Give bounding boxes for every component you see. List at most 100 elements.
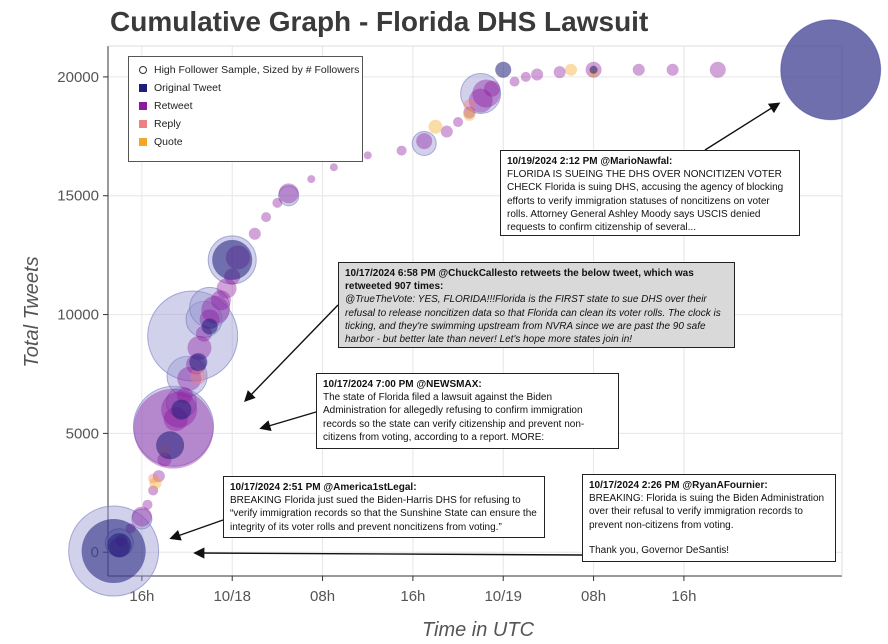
retweet-point	[709, 61, 726, 78]
legend-entry-quote: Quote	[139, 135, 183, 149]
x-tick-label: 16h	[400, 588, 425, 605]
retweet-point	[396, 145, 407, 156]
annotation-newsmax: 10/17/2024 7:00 PM @NEWSMAX: The state o…	[316, 373, 619, 449]
annotation-arrow	[193, 547, 583, 559]
marks-layer	[68, 19, 882, 597]
quote-point	[428, 119, 443, 134]
annotation-footer: Thank you, Governor DeSantis!	[589, 544, 730, 556]
high-follower-point	[132, 385, 214, 467]
legend-square-icon	[139, 102, 147, 111]
annotation-body: FLORIDA IS SUEING THE DHS OVER NONCITIZE…	[507, 169, 784, 234]
original-tweet-point	[171, 399, 192, 420]
retweet-point	[176, 387, 193, 404]
annotation-arrow	[259, 411, 317, 431]
legend-entry-original: Original Tweet	[139, 81, 221, 95]
retweet-point	[133, 388, 214, 469]
high-follower-point	[278, 185, 300, 207]
retweet-point	[131, 506, 152, 527]
retweet-point	[453, 117, 464, 128]
original-tweet-point	[107, 533, 132, 558]
quote-point	[463, 108, 476, 121]
retweet-point	[468, 88, 493, 113]
retweet-point	[201, 295, 230, 324]
retweet-point	[187, 335, 212, 360]
retweet-point	[248, 227, 261, 240]
legend-entry-reply: Reply	[139, 117, 181, 131]
legend-square-icon	[139, 120, 147, 129]
legend-entry-retweet: Retweet	[139, 99, 193, 113]
annotation-body: @TrueTheVote: YES, FLORIDA!!!Florida is …	[345, 294, 721, 346]
original-tweet-point	[201, 318, 218, 335]
y-tick-label: 5000	[66, 425, 99, 442]
annotation-header: 10/17/2024 2:51 PM @America1stLegal:	[230, 482, 417, 493]
x-axis-label: Time in UTC	[422, 619, 535, 641]
legend-label: High Follower Sample, Sized by # Followe…	[154, 64, 360, 76]
original-tweet-point	[212, 239, 253, 280]
annotation-body: BREAKING Florida just sued the Biden-Har…	[230, 495, 537, 533]
original-tweet-point	[156, 431, 185, 460]
original-tweet-point	[589, 65, 598, 74]
annotation-header: 10/17/2024 6:58 PM @ChuckCallesto retwee…	[345, 268, 694, 293]
retweet-point	[363, 151, 372, 160]
retweet-point	[531, 68, 544, 81]
x-tick-label: 16h	[671, 588, 696, 605]
retweet-point	[472, 79, 501, 108]
quote-point	[564, 63, 577, 76]
legend-square-icon	[139, 138, 147, 147]
retweet-point	[666, 63, 679, 76]
retweet-point	[329, 163, 338, 172]
retweet-point	[216, 278, 237, 299]
retweet-point	[520, 71, 531, 82]
original-tweet-point	[495, 61, 512, 78]
legend-label: Retweet	[154, 100, 193, 112]
annotation-mario: 10/19/2024 2:12 PM @MarioNawfal: FLORIDA…	[500, 150, 800, 236]
y-tick-label: 20000	[57, 69, 99, 86]
annotation-body: BREAKING: Florida is suing the Biden Adm…	[589, 493, 825, 531]
retweet-point	[148, 485, 159, 496]
legend-label: Reply	[154, 118, 181, 130]
legend-label: Quote	[154, 136, 183, 148]
legend-label: Original Tweet	[154, 82, 221, 94]
retweet-point	[142, 499, 153, 510]
retweet-point	[440, 125, 453, 138]
chart-title: Cumulative Graph - Florida DHS Lawsuit	[110, 6, 649, 37]
annotation-header: 10/17/2024 7:00 PM @NEWSMAX:	[323, 379, 482, 390]
annotation-arrow	[169, 519, 224, 541]
annotation-ryan: 10/17/2024 2:26 PM @RyanAFournier: BREAK…	[582, 474, 836, 562]
retweet-point	[416, 133, 433, 150]
retweet-point	[272, 197, 283, 208]
high-follower-point	[460, 73, 502, 115]
retweet-point	[509, 76, 520, 87]
x-tick-label: 10/19	[484, 588, 522, 605]
retweet-point	[210, 290, 231, 311]
x-tick-label: 08h	[310, 588, 335, 605]
axes-layer: 0500010000150002000016h10/1808h16h10/190…	[57, 45, 843, 605]
high-follower-point	[147, 290, 239, 382]
retweet-point	[177, 366, 202, 391]
annotation-arrow	[704, 102, 781, 151]
legend-entry-high: High Follower Sample, Sized by # Followe…	[139, 63, 359, 77]
retweet-point	[307, 175, 316, 184]
annotation-chuck: 10/17/2024 6:58 PM @ChuckCallesto retwee…	[338, 262, 735, 348]
original-tweet-point	[780, 19, 881, 120]
annotation-arrow	[244, 304, 339, 403]
original-tweet-point	[189, 353, 208, 372]
annotation-header: 10/19/2024 2:12 PM @MarioNawfal:	[507, 156, 673, 167]
retweet-point	[278, 183, 299, 204]
y-tick-label: 15000	[57, 188, 99, 205]
retweet-point	[261, 212, 272, 223]
arrows-layer	[169, 102, 781, 559]
x-tick-label: 10/18	[213, 588, 251, 605]
reply-point	[463, 99, 476, 112]
high-follower-point	[411, 130, 437, 156]
legend-square-icon	[139, 84, 147, 93]
annotation-body: The state of Florida filed a lawsuit aga…	[323, 392, 585, 443]
y-axis-label: Total Tweets	[21, 256, 43, 367]
y-tick-label: 10000	[57, 307, 99, 324]
x-tick-label: 16h	[129, 588, 154, 605]
annotation-header: 10/17/2024 2:26 PM @RyanAFournier:	[589, 480, 768, 491]
retweet-point	[632, 63, 645, 76]
retweet-point	[553, 66, 566, 79]
annotation-america: 10/17/2024 2:51 PM @America1stLegal: BRE…	[223, 476, 545, 538]
retweet-point	[463, 106, 476, 119]
